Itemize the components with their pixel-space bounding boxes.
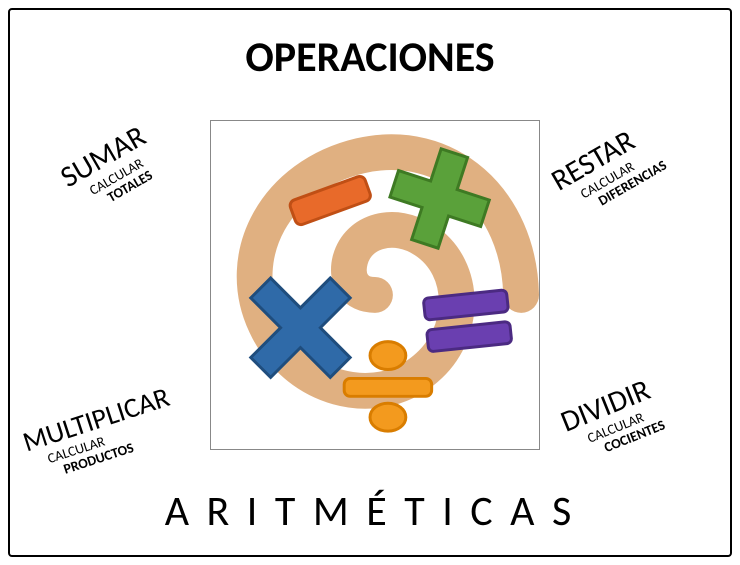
title-bottom: A R I T M É T I C A S [10,486,730,537]
title-top: OPERACIONES [10,32,730,83]
label-dividir: DIVIDIR CALCULAR COCIENTES [557,375,667,467]
label-sumar: SUMAR CALCULAR TOTALES [56,121,167,220]
math-symbols-svg [211,121,539,449]
infographic-frame: OPERACIONES [8,8,732,557]
center-illustration [210,120,540,450]
label-restar: RESTAR CALCULAR DIFERENCIAS [547,118,669,224]
label-multiplicar: MULTIPLICAR CALCULAR PRODUCTOS [20,383,183,486]
